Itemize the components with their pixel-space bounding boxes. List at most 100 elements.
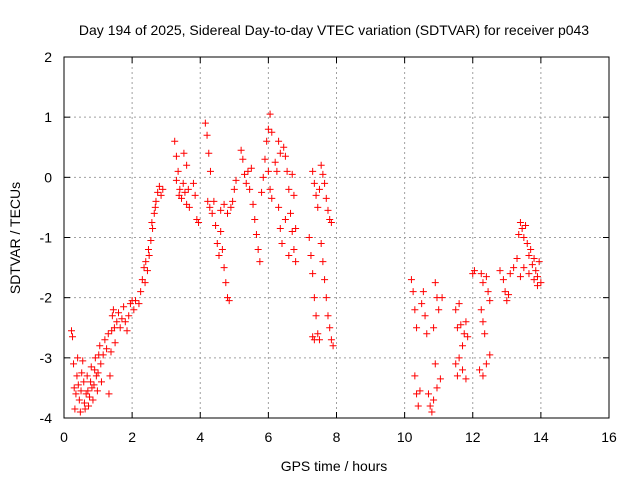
data-point-plus (90, 381, 98, 389)
data-point-plus (180, 149, 188, 157)
data-point-plus (411, 372, 419, 380)
data-point-plus (115, 309, 122, 317)
data-point-plus (154, 188, 162, 196)
data-point-plus (97, 360, 105, 368)
data-point-plus (132, 297, 140, 305)
y-tick-label: 0 (44, 169, 52, 185)
data-point-plus (125, 312, 133, 320)
data-point-plus (144, 246, 152, 254)
data-point-plus (244, 167, 252, 175)
data-point-plus (204, 197, 212, 205)
data-point-plus (184, 185, 192, 193)
data-point-plus (81, 405, 89, 413)
data-point-plus (239, 155, 247, 163)
y-tick-label: -4 (40, 410, 53, 426)
data-point-plus (482, 273, 490, 281)
data-point-plus (259, 173, 267, 181)
x-tick-label: 14 (533, 429, 549, 445)
data-point-plus (176, 185, 184, 193)
data-point-plus (528, 261, 536, 269)
data-point-plus (215, 252, 223, 260)
data-point-plus (80, 399, 88, 407)
data-point-plus (317, 240, 325, 248)
data-point-plus (407, 276, 415, 284)
data-point-plus (70, 360, 78, 368)
data-point-plus (426, 402, 434, 410)
data-point-plus (535, 258, 543, 266)
data-point-plus (74, 354, 82, 362)
data-point-plus (285, 252, 293, 260)
data-point-plus (106, 372, 114, 380)
data-point-plus (264, 125, 272, 133)
data-point-plus (121, 318, 129, 326)
y-tick-label: -2 (40, 290, 53, 306)
data-point-plus (477, 306, 485, 314)
data-point-plus (80, 378, 88, 386)
x-tick-label: 0 (60, 429, 68, 445)
data-point-plus (499, 276, 507, 284)
data-point-plus (210, 197, 218, 205)
data-point-plus (181, 188, 189, 196)
data-point-plus (322, 294, 330, 302)
data-point-plus (329, 342, 337, 350)
data-point-plus (482, 360, 490, 368)
data-point-plus (438, 294, 446, 302)
data-point-plus (172, 152, 180, 160)
data-point-plus (278, 240, 286, 248)
data-point-plus (183, 161, 191, 169)
x-tick-label: 2 (128, 429, 136, 445)
data-point-plus (430, 324, 438, 332)
data-point-plus (307, 252, 315, 260)
data-point-plus (469, 270, 477, 278)
data-point-plus (130, 306, 138, 314)
data-point-plus (74, 381, 82, 389)
data-point-plus (290, 191, 298, 199)
data-point-plus (281, 152, 289, 160)
data-point-plus (314, 330, 322, 338)
data-point-plus (73, 372, 81, 380)
data-point-plus (503, 297, 511, 305)
data-point-plus (283, 167, 291, 175)
data-point-plus (322, 194, 330, 202)
data-point-plus (530, 255, 538, 263)
x-tick-label: 10 (397, 429, 413, 445)
chart-title: Day 194 of 2025, Sidereal Day-to-day VTE… (79, 22, 589, 38)
data-point-plus (229, 197, 237, 205)
data-point-plus (232, 176, 240, 184)
data-point-plus (288, 227, 296, 235)
data-point-plus (191, 191, 199, 199)
y-axis-tick-labels: -4 -3 -2 -1 0 1 2 (40, 49, 53, 426)
data-point-plus (77, 387, 85, 395)
data-point-plus (218, 246, 226, 254)
data-point-plus (423, 330, 431, 338)
data-point-plus (327, 218, 335, 226)
data-point-plus (85, 402, 93, 410)
data-point-plus (326, 324, 334, 332)
data-point-plus (484, 288, 492, 296)
data-point-plus (319, 258, 327, 266)
data-point-plus (516, 273, 524, 281)
data-point-plus (92, 372, 100, 380)
data-point-plus (101, 336, 109, 344)
data-point-plus (217, 206, 225, 214)
data-point-plus (123, 327, 131, 335)
data-point-plus (520, 234, 528, 241)
data-point-plus (310, 336, 318, 344)
data-point-plus (314, 203, 322, 211)
data-point-plus (230, 185, 238, 193)
data-point-plus (312, 312, 320, 320)
data-point-plus (212, 221, 220, 229)
data-point-plus (516, 218, 524, 226)
data-point-plus (416, 387, 424, 395)
data-point-plus (327, 336, 335, 344)
data-point-plus (452, 306, 460, 314)
data-point-plus (453, 372, 461, 380)
data-point-plus (459, 366, 467, 374)
data-point-plus (237, 146, 245, 154)
data-point-plus (501, 288, 509, 296)
data-point-plus (530, 276, 538, 284)
data-point-plus (108, 312, 116, 320)
grid-lines (64, 57, 609, 418)
data-point-plus (266, 110, 274, 118)
